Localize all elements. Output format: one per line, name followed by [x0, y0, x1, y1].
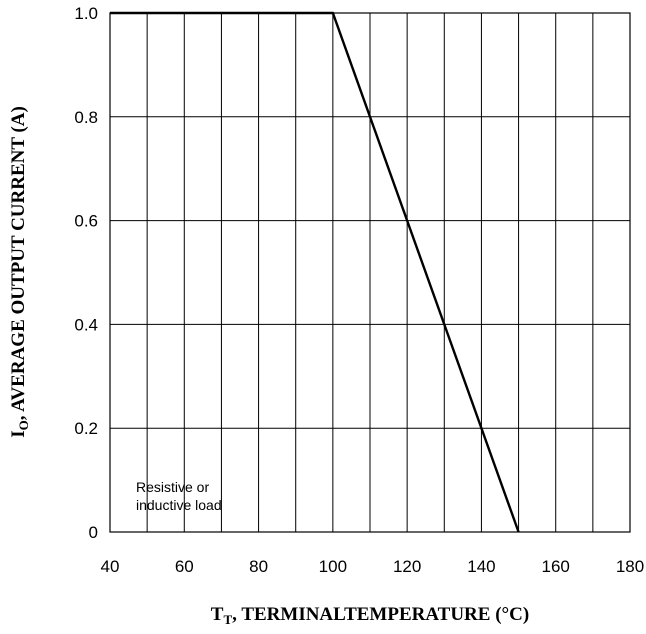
x-tick-label-6: 160 — [542, 557, 570, 576]
x-axis-title: TT, TERMINALTEMPERATURE (°C) — [211, 604, 529, 627]
y-axis-title: IO, AVERAGE OUTPUT CURRENT (A) — [8, 106, 31, 438]
y-axis-title-rest: , AVERAGE OUTPUT CURRENT (A) — [8, 106, 29, 420]
x-axis-title-rest: , TERMINALTEMPERATURE (°C) — [232, 604, 529, 625]
x-tick-label-0: 40 — [101, 557, 120, 576]
series-line-0 — [110, 11, 520, 533]
x-tick-label-2: 80 — [249, 557, 268, 576]
x-tick-label-7: 180 — [616, 557, 644, 576]
y-tick-label-3: 0.6 — [74, 212, 98, 231]
y-tick-labels: 0 0.2 0.4 0.6 0.8 1.0 — [74, 4, 98, 542]
series-layer — [110, 11, 520, 533]
x-axis-title-sub: T — [223, 612, 232, 627]
y-tick-label-1: 0.2 — [74, 419, 98, 438]
x-tick-label-5: 140 — [467, 557, 495, 576]
annotation-line-2: inductive load — [136, 497, 222, 513]
y-axis-title-sub: O — [16, 420, 31, 430]
x-tick-label-4: 120 — [393, 557, 421, 576]
x-tick-label-1: 60 — [175, 557, 194, 576]
x-tick-labels: 40 60 80 100 120 140 160 180 — [101, 557, 645, 576]
plot-frame — [109, 12, 631, 533]
y-axis-title-main: I — [8, 430, 29, 437]
x-tick-label-3: 100 — [319, 557, 347, 576]
annotation-line-1: Resistive or — [136, 479, 209, 495]
y-tick-label-5: 1.0 — [74, 4, 98, 23]
grid — [109, 12, 631, 533]
y-tick-label-2: 0.4 — [74, 315, 98, 334]
y-tick-label-4: 0.8 — [74, 108, 98, 127]
x-axis-title-main: T — [211, 604, 224, 625]
y-tick-label-0: 0 — [89, 523, 98, 542]
